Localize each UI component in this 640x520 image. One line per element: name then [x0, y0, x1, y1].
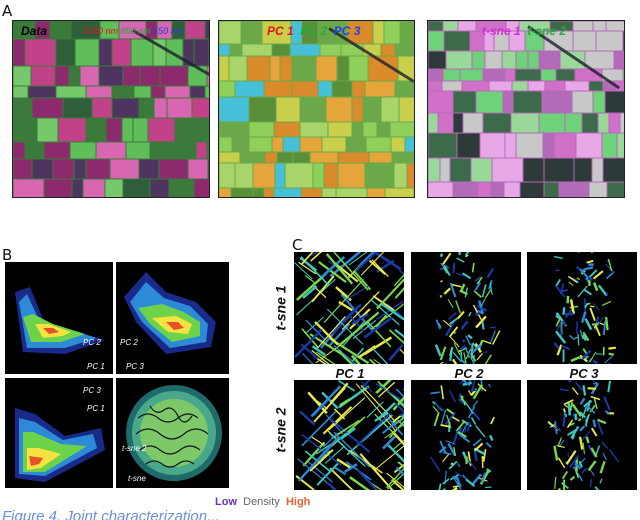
image-title-pc: PC 1 PC 2 PC 3: [267, 24, 360, 38]
axis-label-tsne2: t-sne 2: [122, 444, 147, 453]
panel-label-b: B: [2, 246, 13, 264]
axis-label-tsne: t-sne: [128, 474, 146, 483]
scatter-texture: [434, 252, 501, 364]
scatter-texture: [295, 380, 404, 490]
axis-label-pc3-c: PC 3: [83, 386, 101, 395]
pc3-title: PC 3: [333, 24, 361, 38]
axis-label-pc1-c: PC 1: [87, 404, 105, 413]
scatter-tsne1-pc1: [294, 252, 404, 364]
band-850-label: 850 nm: [120, 26, 151, 36]
density-plot-tsne: t-sne 2 t-sne: [116, 378, 229, 488]
scatter-tsne1-pc2: [411, 252, 521, 364]
density-plot-pc1-pc2: PC 2 PC 1: [5, 262, 113, 374]
band-labels: 2200 nm 850 nm 550 nm: [83, 26, 183, 36]
row-label-tsne2: t-sne 2: [272, 407, 289, 453]
pc1-title: PC 1: [267, 24, 294, 38]
density-plot-pc1-pc3: PC 3 PC 1: [5, 378, 113, 488]
col-label-pc1: PC 1: [335, 366, 365, 381]
scatter-tsne2-pc1: [294, 380, 404, 490]
axis-label-pc3: PC 3: [126, 362, 144, 371]
satellite-image-data: Data 2200 nm 850 nm 550 nm: [12, 20, 210, 198]
axis-label-pc2-b: PC 2: [120, 338, 138, 347]
scatter-texture: [430, 380, 496, 490]
tsne2-title: t-sne 2: [527, 24, 567, 38]
panel-label-c: C: [292, 236, 303, 254]
density-legend: Low Density High: [215, 496, 310, 508]
axis-label-pc1: PC 1: [87, 362, 105, 371]
legend-low: Low: [215, 496, 237, 508]
scatter-texture: [547, 380, 619, 490]
band-2200-label: 2200 nm: [83, 26, 119, 36]
satellite-image-pc: PC 1 PC 2 PC 3: [218, 20, 415, 198]
density-plot-pc3-pc2: PC 2 PC 3: [116, 262, 229, 374]
band-550-label: 550 nm: [153, 26, 184, 36]
col-label-pc3: PC 3: [569, 366, 599, 381]
density-plot-pc1-pc2-cloud: [15, 287, 105, 354]
satellite-image-data-fields: [13, 21, 209, 197]
scatter-tsne2-pc2: [411, 380, 521, 490]
pc2-title: PC 2: [300, 24, 328, 38]
density-plot-tsne-cloud: [126, 385, 222, 481]
legend-density: Density: [243, 496, 280, 508]
satellite-image-tsne: t-sne 1 t-sne 2: [427, 20, 625, 198]
legend-high: High: [285, 496, 311, 508]
image-title-data: Data: [21, 24, 48, 38]
satellite-image-tsne-fields: [428, 21, 624, 197]
scatter-texture: [294, 252, 404, 364]
col-label-pc2: PC 2: [454, 366, 484, 381]
scatter-tsne2-pc3: [527, 380, 637, 490]
density-plot-pc1-pc3-cloud: [15, 408, 105, 482]
tsne1-title: t-sne 1: [482, 24, 521, 38]
density-plot-pc3-pc2-cloud: [124, 272, 216, 354]
figure-caption: Figure 4. Joint characterization...: [2, 508, 220, 520]
axis-label-pc2: PC 2: [83, 338, 101, 347]
scatter-tsne1-pc3: [527, 252, 637, 364]
row-label-tsne1: t-sne 1: [272, 285, 289, 331]
satellite-image-pc-fields: [219, 21, 414, 197]
scatter-texture: [553, 252, 616, 364]
panel-label-a: A: [2, 2, 13, 20]
image-title-tsne: t-sne 1 t-sne 2: [482, 24, 566, 38]
